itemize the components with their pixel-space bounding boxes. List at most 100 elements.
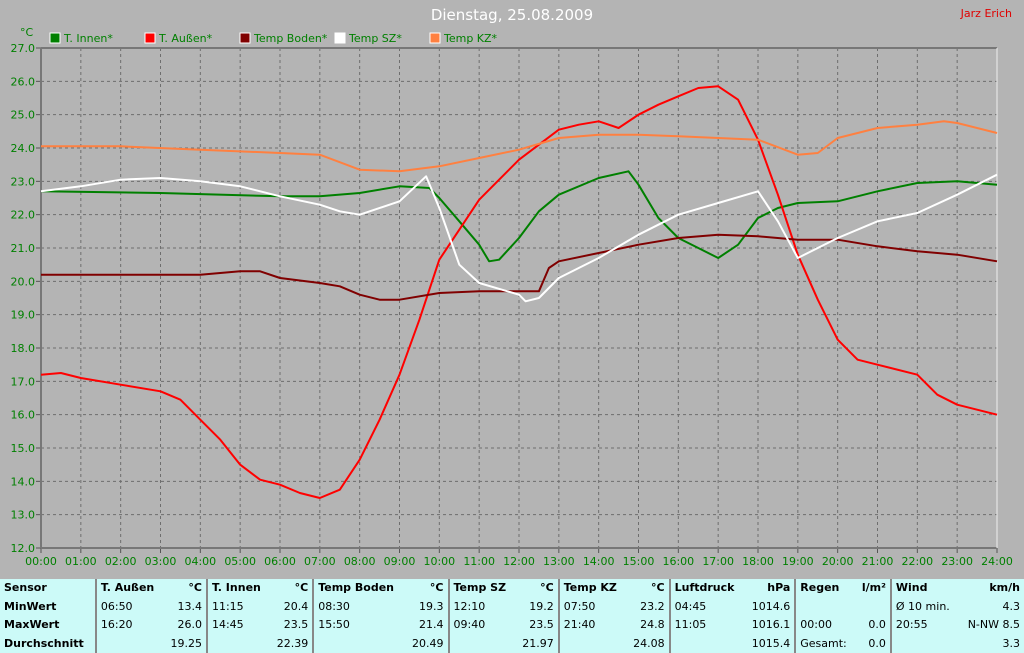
x-tick-label: 02:00 <box>105 555 137 568</box>
x-tick-label: 20:00 <box>822 555 854 568</box>
stats-row: MaxWert 16:20 26.0 14:45 23.5 15:50 21.4 09:40 2… <box>0 616 1024 635</box>
stats-cell: 1016.1 <box>751 618 791 632</box>
stats-cell: 09:40 <box>447 616 515 635</box>
y-axis-label: °C <box>20 26 34 39</box>
y-tick-label: 26.0 <box>11 75 36 88</box>
x-tick-label: 09:00 <box>384 555 416 568</box>
stats-header-cell: Sensor <box>4 581 47 595</box>
stats-cell: 19.3 <box>419 599 444 613</box>
stats-cell: 0.0 <box>868 636 886 650</box>
stats-header-cell: Luftdruck <box>668 579 744 598</box>
stats-header-cell: Regen <box>794 579 856 598</box>
legend-label: Temp Boden* <box>253 32 328 45</box>
y-tick-label: 27.0 <box>11 42 36 55</box>
stats-cell: 0.0 <box>868 618 886 632</box>
stats-header-cell: °C <box>188 581 202 595</box>
stats-cell: 20.49 <box>412 636 444 650</box>
x-tick-label: 00:00 <box>25 555 57 568</box>
stats-cell <box>557 634 626 653</box>
x-tick-label: 04:00 <box>184 555 216 568</box>
x-tick-label: 23:00 <box>941 555 973 568</box>
y-tick-label: 20.0 <box>11 275 36 288</box>
stats-cell: 24.8 <box>640 618 665 632</box>
x-tick-label: 03:00 <box>145 555 177 568</box>
stats-cell <box>889 634 959 653</box>
x-tick-label: 19:00 <box>782 555 814 568</box>
stats-header-cell: Temp KZ <box>557 579 626 598</box>
stats-cell: 04:45 <box>668 597 744 616</box>
stats-cell <box>794 597 856 616</box>
temperature-chart: 12.0 13.0 14.0 15.0 16.0 17.0 18.0 19.0 20.0 21.0… <box>11 26 1013 568</box>
x-tick-label: 22:00 <box>901 555 933 568</box>
stats-cell: 20:55 <box>889 616 959 635</box>
series-line <box>41 120 998 173</box>
stats-cell: 13.4 <box>177 599 202 613</box>
y-tick-label: 21.0 <box>11 242 36 255</box>
stats-cell: 20.4 <box>283 599 309 613</box>
chart-title: Dienstag, 25.08.2009 <box>430 6 594 24</box>
series-line <box>40 85 998 499</box>
series-line <box>40 173 998 303</box>
y-tick-label: 19.0 <box>11 309 36 322</box>
stats-cell: 21.4 <box>419 618 444 632</box>
stats-cell: 21.97 <box>522 636 554 650</box>
x-tick-label: 14:00 <box>583 555 615 568</box>
legend-swatch <box>144 32 156 44</box>
stats-cell: 1015.4 <box>751 636 791 650</box>
stats-header-cell: km/h <box>989 581 1020 595</box>
legend-swatch <box>429 32 441 44</box>
stats-row-label: MinWert <box>4 599 57 613</box>
x-tick-label: 16:00 <box>662 555 694 568</box>
x-tick-label: 11:00 <box>463 555 495 568</box>
x-tick-label: 24:00 <box>981 555 1013 568</box>
x-tick-label: 12:00 <box>503 555 535 568</box>
stats-header-cell: T. Innen <box>205 579 270 598</box>
y-tick-label: 22.0 <box>11 209 36 222</box>
stats-cell: 15:50 <box>312 616 405 635</box>
stats-cell: 21:40 <box>557 616 626 635</box>
y-tick-label: 15.0 <box>11 442 36 455</box>
stats-cell: 16:20 <box>94 616 164 635</box>
x-tick-label: 05:00 <box>224 555 256 568</box>
x-tick-label: 17:00 <box>702 555 734 568</box>
author-label: Jarz Erich <box>960 7 1012 20</box>
stats-header-cell: °C <box>651 581 665 595</box>
x-tick-label: 08:00 <box>344 555 376 568</box>
stats-cell: 23.5 <box>283 618 309 632</box>
stats-header-cell: Wind <box>889 579 959 598</box>
stats-cell <box>668 634 744 653</box>
stats-cell: 23.5 <box>529 618 554 632</box>
x-tick-label: 10:00 <box>423 555 455 568</box>
stats-cell: 11:05 <box>668 616 744 635</box>
y-tick-label: 25.0 <box>11 109 36 122</box>
stats-cell: 23.2 <box>640 599 665 613</box>
stats-cell <box>94 634 164 653</box>
legend-label: T. Außen* <box>158 32 213 45</box>
stats-cell: 22.39 <box>276 636 309 650</box>
y-tick-label: 17.0 <box>11 375 36 388</box>
y-tick-label: 18.0 <box>11 342 36 355</box>
stats-row: MinWert 06:50 13.4 11:15 20.4 08:30 19.3 12:10 1… <box>0 597 1024 616</box>
x-tick-label: 21:00 <box>862 555 894 568</box>
stats-cell: 19.25 <box>170 636 202 650</box>
x-tick-label: 18:00 <box>742 555 774 568</box>
stats-cell: 06:50 <box>94 597 164 616</box>
y-tick-label: 14.0 <box>11 475 36 488</box>
stats-cell: 14:45 <box>205 616 270 635</box>
legend-swatch <box>334 32 346 44</box>
stats-cell: 00:00 <box>794 616 856 635</box>
stats-cell: 4.3 <box>1002 599 1021 613</box>
stats-cell: 26.0 <box>177 618 202 632</box>
y-tick-label: 16.0 <box>11 409 36 422</box>
x-tick-label: 06:00 <box>264 555 296 568</box>
y-tick-label: 23.0 <box>11 175 36 188</box>
legend-swatch <box>239 32 251 44</box>
x-tick-label: 01:00 <box>65 555 97 568</box>
x-tick-label: 13:00 <box>543 555 575 568</box>
stats-row-label: MaxWert <box>4 618 60 632</box>
series-line <box>41 233 998 301</box>
legend-label: Temp KZ* <box>443 32 498 45</box>
stats-cell: N-NW 8.5 <box>967 618 1020 632</box>
y-tick-label: 24.0 <box>11 142 36 155</box>
stats-cell <box>205 634 270 653</box>
